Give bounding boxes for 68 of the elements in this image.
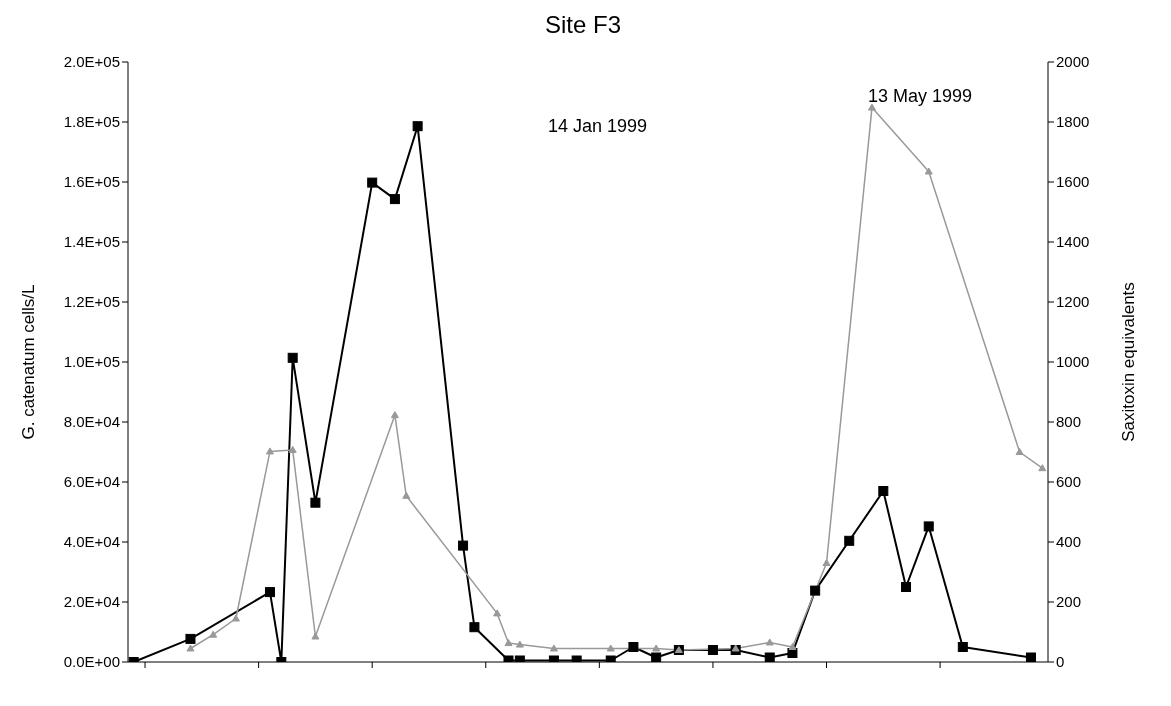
y2-tick-label: 600 (1056, 473, 1082, 491)
y2-tick-label: 400 (1056, 533, 1082, 551)
y2-tick-label: 1400 (1056, 233, 1090, 251)
point (185, 633, 196, 644)
point (504, 639, 513, 647)
point (287, 352, 298, 363)
y2-tick-label: 1000 (1056, 353, 1090, 371)
point (231, 614, 240, 622)
y2-tick-label: 0 (1056, 653, 1065, 671)
point (186, 644, 195, 652)
point (844, 535, 855, 546)
point (288, 445, 297, 453)
annotation: 13 May 1999 (868, 86, 973, 107)
y-tick-label: 0.0E+00 (63, 653, 120, 671)
point (389, 194, 400, 205)
point (265, 447, 274, 455)
point (367, 177, 378, 188)
y-tick-label: 1.2E+05 (63, 293, 120, 311)
point (515, 640, 524, 648)
point (311, 632, 320, 640)
point (1015, 448, 1024, 455)
y-tick-label: 2.0E+04 (63, 593, 120, 611)
point (412, 121, 423, 132)
point (764, 652, 775, 662)
point (606, 644, 615, 652)
y2-tick-label: 1600 (1056, 173, 1090, 191)
point (923, 521, 934, 532)
y2-tick-label: 1200 (1056, 293, 1090, 311)
point (493, 609, 502, 617)
point (390, 411, 399, 419)
y-tick-label: 4.0E+04 (63, 533, 120, 551)
y2-tick-label: 1800 (1056, 113, 1090, 131)
point (901, 582, 912, 592)
point (822, 559, 831, 566)
point (628, 642, 639, 652)
y2-tick-label: 200 (1056, 593, 1082, 611)
point (209, 630, 218, 638)
point (707, 645, 718, 655)
y-tick-label: 1.0E+05 (63, 353, 120, 371)
chart-title: Site F3 (544, 10, 622, 40)
point (878, 486, 889, 496)
y-tick-label: 1.6E+05 (63, 173, 120, 191)
point (1038, 464, 1047, 472)
point (469, 622, 480, 633)
y2-axis-title: Saxitoxin equivalents (1119, 282, 1139, 442)
point (1025, 652, 1036, 662)
point (788, 643, 797, 650)
point (810, 585, 821, 596)
y-tick-label: 8.0E+04 (63, 413, 120, 431)
y-tick-label: 1.8E+05 (63, 113, 120, 131)
y2-tick-label: 2000 (1056, 53, 1090, 71)
y-tick-label: 1.4E+05 (63, 233, 120, 251)
point (765, 638, 774, 646)
point (651, 652, 662, 662)
point (957, 642, 968, 652)
annotation: 14 Jan 1999 (548, 116, 648, 137)
point (652, 644, 661, 652)
point (310, 497, 321, 508)
y-tick-label: 2.0E+05 (63, 53, 120, 71)
point (549, 644, 558, 652)
y2-tick-label: 800 (1056, 413, 1082, 431)
point (924, 167, 933, 175)
point (867, 103, 876, 111)
point (402, 491, 411, 499)
y-tick-label: 6.0E+04 (63, 473, 120, 491)
point (458, 540, 469, 551)
y-axis-title: G. catenatum cells/L (19, 284, 39, 440)
point (264, 587, 275, 598)
